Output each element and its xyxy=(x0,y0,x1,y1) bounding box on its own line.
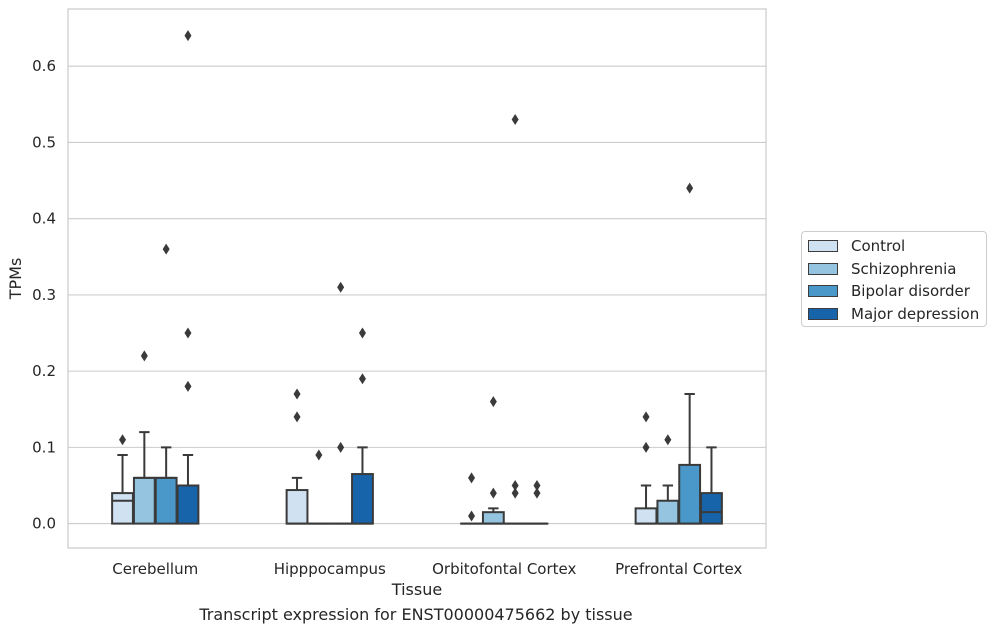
legend-item-bipolar: Bipolar disorder xyxy=(808,280,986,303)
y-tick-label: 0.1 xyxy=(32,438,56,456)
y-tick-labels: 0.0 0.1 0.2 0.3 0.4 0.5 0.6 xyxy=(32,57,56,532)
outlier-marker xyxy=(533,479,541,491)
x-tick-labels: Cerebellum Hipppocampus Orbitofontal Corte… xyxy=(112,560,742,578)
box-rect xyxy=(481,511,505,525)
outlier-marker xyxy=(293,411,301,423)
box-rect xyxy=(176,484,200,525)
box-2-2 xyxy=(503,114,527,525)
y-tick-label: 0.4 xyxy=(32,210,56,228)
box-3-1 xyxy=(656,434,680,525)
box-0-1 xyxy=(132,350,156,525)
box-0-2 xyxy=(154,243,178,525)
box-1-2 xyxy=(329,281,353,525)
outlier-marker xyxy=(511,479,519,491)
outlier-marker xyxy=(489,487,497,499)
plot-frame xyxy=(67,8,767,549)
x-tick-label: Cerebellum xyxy=(112,560,198,578)
outlier-marker xyxy=(686,182,694,194)
x-tick-label: Orbitofontal Cortex xyxy=(432,560,576,578)
y-tick-label: 0.0 xyxy=(32,515,56,533)
outlier-marker xyxy=(358,373,366,385)
box-3-2 xyxy=(678,182,702,525)
box-3-3 xyxy=(700,446,723,525)
outlier-marker xyxy=(337,441,345,453)
box-rect xyxy=(111,492,134,525)
y-tick-label: 0.5 xyxy=(32,133,56,151)
box-1-3 xyxy=(351,327,374,525)
outlier-marker xyxy=(489,396,497,408)
legend-label-control: Control xyxy=(851,237,906,256)
outlier-marker xyxy=(184,380,192,392)
legend-label-schizophrenia: Schizophrenia xyxy=(851,259,957,278)
box-2-1 xyxy=(481,396,505,525)
legend-swatch-major-depression xyxy=(808,307,838,320)
legend-swatch-bipolar xyxy=(808,285,838,298)
box-1-1 xyxy=(307,449,331,525)
outlier-marker xyxy=(468,472,476,484)
outlier-marker xyxy=(315,449,323,461)
outlier-marker xyxy=(119,434,127,446)
outlier-marker xyxy=(358,327,366,339)
outlier-marker xyxy=(293,388,301,400)
box-1-0 xyxy=(285,388,309,525)
box-rect xyxy=(634,507,658,525)
y-tick-label: 0.2 xyxy=(32,362,56,380)
outlier-marker xyxy=(511,487,519,499)
outlier-marker xyxy=(664,434,672,446)
outlier-marker xyxy=(642,441,650,453)
outlier-marker xyxy=(337,281,345,293)
outlier-marker xyxy=(184,327,192,339)
legend-label-major-depression: Major depression xyxy=(851,304,980,323)
grid-lines xyxy=(68,65,766,525)
legend-swatch-schizophrenia xyxy=(808,262,838,275)
box-3-0 xyxy=(634,411,658,525)
y-axis-label: TPMs xyxy=(6,258,25,301)
box-rect xyxy=(700,492,723,525)
legend: Control Schizophrenia Bipolar disorder M… xyxy=(801,231,987,327)
outlier-marker xyxy=(162,243,170,255)
legend-label-bipolar: Bipolar disorder xyxy=(851,282,970,301)
y-tick-label: 0.3 xyxy=(32,286,56,304)
box-rect xyxy=(351,473,374,525)
x-tick-label: Hipppocampus xyxy=(274,560,386,578)
x-tick-label: Prefrontal Cortex xyxy=(615,560,742,578)
box-2-3 xyxy=(525,479,549,525)
legend-item-major-depression: Major depression xyxy=(808,303,986,326)
box-0-3 xyxy=(176,30,200,525)
figure-caption: Transcript expression for ENST0000047566… xyxy=(199,605,633,624)
outlier-marker xyxy=(511,114,519,126)
x-axis-label: Tissue xyxy=(391,580,442,599)
y-tick-label: 0.6 xyxy=(32,57,56,75)
boxes xyxy=(111,30,723,525)
box-rect xyxy=(678,463,702,525)
legend-swatch-control xyxy=(808,240,838,253)
box-2-0 xyxy=(460,472,483,525)
box-rect xyxy=(132,476,156,525)
outlier-marker xyxy=(140,350,148,362)
outlier-marker xyxy=(468,510,476,522)
legend-item-control: Control xyxy=(808,235,986,258)
outlier-marker xyxy=(533,487,541,499)
box-rect xyxy=(285,489,309,525)
box-rect xyxy=(154,476,178,525)
outlier-marker xyxy=(642,411,650,423)
legend-item-schizophrenia: Schizophrenia xyxy=(808,258,986,281)
outlier-marker xyxy=(184,30,192,42)
box-rect xyxy=(656,499,680,525)
